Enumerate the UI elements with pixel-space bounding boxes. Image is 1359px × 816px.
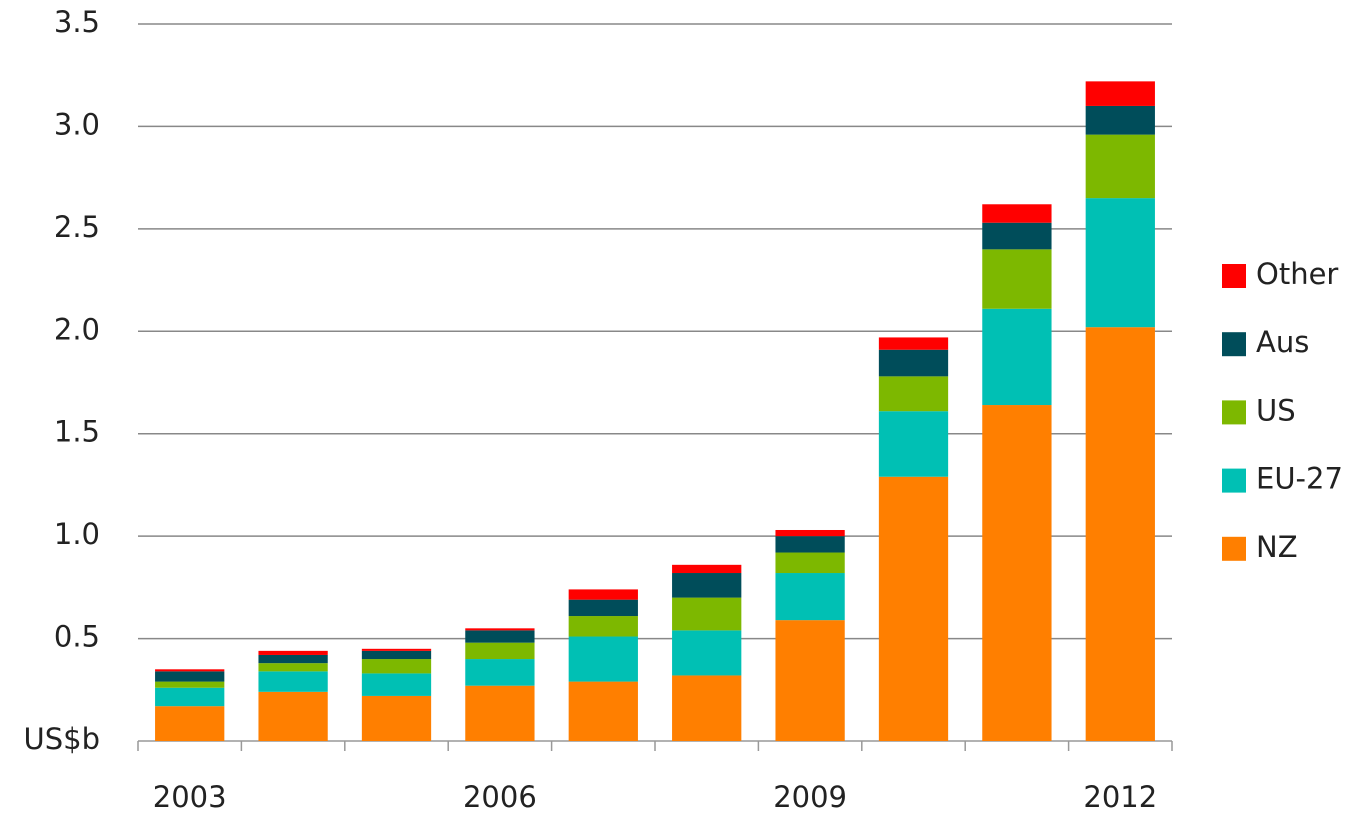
x-tick-label: 2003 bbox=[153, 780, 227, 814]
bar-segment bbox=[878, 337, 949, 350]
bar-segment bbox=[775, 573, 845, 621]
bar-segment bbox=[361, 659, 432, 674]
bar-segment bbox=[465, 659, 535, 686]
bar-segment bbox=[878, 476, 949, 741]
bar-segment bbox=[672, 597, 742, 631]
bar-segment bbox=[982, 249, 1052, 309]
y-tick-label: 0.5 bbox=[54, 620, 100, 654]
legend-label: EU-27 bbox=[1256, 462, 1343, 496]
bar-segment bbox=[465, 630, 535, 643]
legend-label: Aus bbox=[1256, 325, 1309, 359]
bar-segment bbox=[672, 573, 742, 598]
bar-segment bbox=[568, 589, 638, 600]
bar-segment bbox=[155, 687, 225, 707]
bar-segment bbox=[258, 654, 328, 664]
bar-segment bbox=[361, 648, 432, 651]
y-tick-label: US$b bbox=[24, 722, 101, 756]
bar-segment bbox=[982, 222, 1052, 250]
bar-segment bbox=[258, 650, 328, 655]
bar-segment bbox=[1085, 134, 1155, 199]
bar-segment bbox=[1085, 327, 1155, 741]
bar-segment bbox=[1085, 198, 1155, 328]
legend-swatch bbox=[1222, 468, 1246, 493]
y-tick-label: 3.0 bbox=[54, 107, 100, 141]
y-tick-label: 1.0 bbox=[54, 517, 100, 551]
bar-segment bbox=[878, 349, 949, 377]
bar-segment bbox=[361, 673, 432, 696]
y-tick-label: 2.0 bbox=[54, 312, 100, 346]
legend-swatch bbox=[1222, 536, 1246, 561]
bar-segment bbox=[155, 671, 225, 682]
bar-segment bbox=[258, 663, 328, 672]
y-tick-label: 2.5 bbox=[54, 210, 100, 244]
legend-swatch bbox=[1222, 332, 1246, 357]
bar-segment bbox=[775, 552, 845, 574]
bar-segment bbox=[982, 308, 1052, 406]
x-tick-label: 2009 bbox=[773, 780, 847, 814]
bar-segment bbox=[672, 630, 742, 676]
bar-segment bbox=[878, 376, 949, 412]
bar-segment bbox=[982, 405, 1052, 741]
bar-segment bbox=[775, 620, 845, 741]
bar-segment bbox=[672, 564, 742, 574]
bar-segment bbox=[155, 706, 225, 741]
bar-segment bbox=[258, 671, 328, 692]
bar-segment bbox=[465, 685, 535, 741]
bar-segment bbox=[258, 691, 328, 741]
bar-segment bbox=[465, 628, 535, 631]
bar-segment bbox=[775, 536, 845, 553]
bar-segment bbox=[155, 681, 225, 688]
legend-swatch bbox=[1222, 400, 1246, 425]
bar-segment bbox=[982, 204, 1052, 223]
bar-segment bbox=[775, 529, 845, 537]
bar-segment bbox=[1085, 105, 1155, 135]
y-tick-label: 1.5 bbox=[54, 415, 100, 449]
bar-segment bbox=[568, 636, 638, 682]
bar-segment bbox=[1085, 81, 1155, 106]
x-tick-label: 2006 bbox=[463, 780, 537, 814]
bar-segment bbox=[361, 650, 432, 660]
x-tick-label: 2012 bbox=[1083, 780, 1157, 814]
y-tick-label: 3.5 bbox=[54, 5, 100, 39]
bar-segment bbox=[672, 675, 742, 741]
bar-segment bbox=[361, 695, 432, 741]
bar-segment bbox=[155, 669, 225, 672]
bar-segment bbox=[465, 642, 535, 660]
bar-segment bbox=[878, 411, 949, 477]
legend-label: US bbox=[1256, 393, 1296, 427]
legend-swatch bbox=[1222, 264, 1246, 288]
bar-segment bbox=[568, 616, 638, 637]
bar-segment bbox=[568, 681, 638, 741]
legend-label: Other bbox=[1256, 257, 1338, 291]
bar-segment bbox=[568, 599, 638, 617]
legend-label: NZ bbox=[1256, 530, 1298, 564]
